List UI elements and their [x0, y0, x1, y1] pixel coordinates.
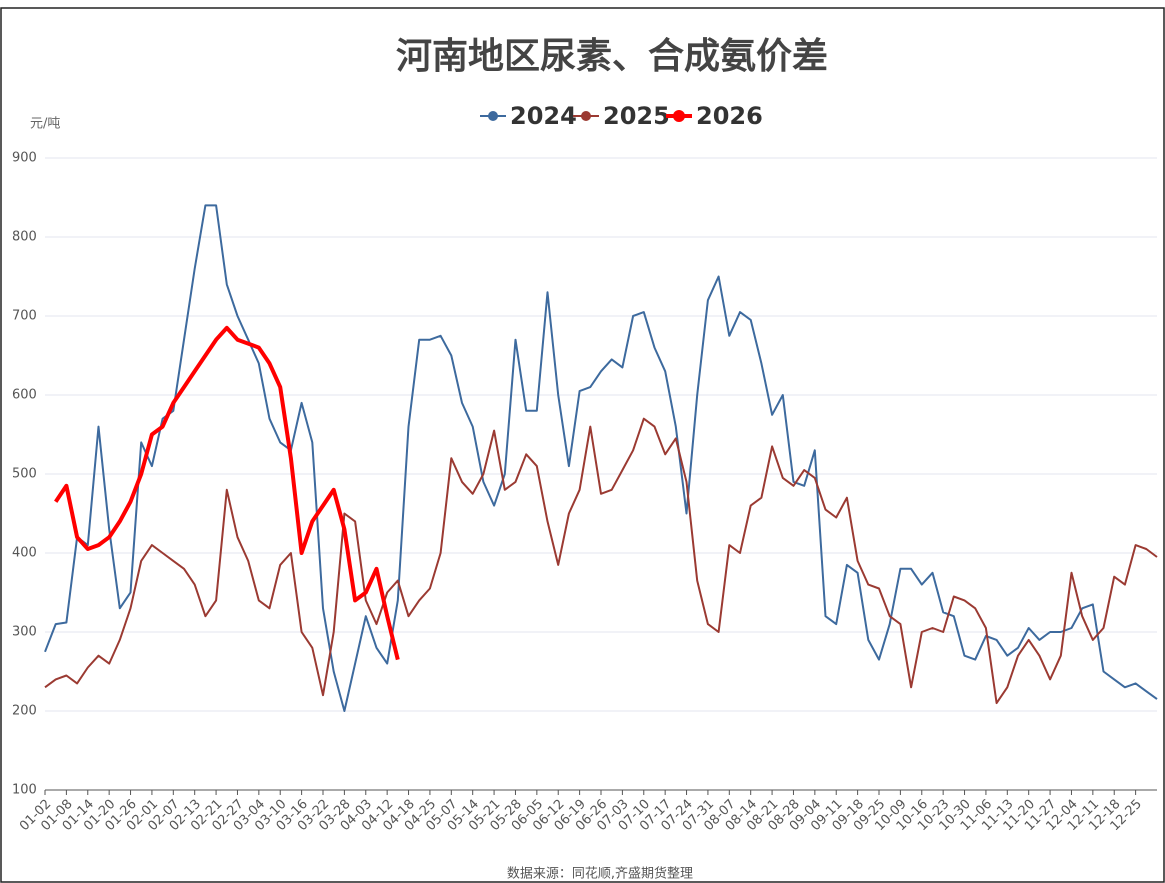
y-tick-label: 100 — [12, 783, 37, 798]
y-tick-label: 800 — [12, 230, 37, 245]
legend-marker — [488, 111, 498, 121]
series-line — [44, 204, 1158, 712]
y-tick-label: 700 — [12, 309, 37, 324]
y-tick-label: 900 — [12, 151, 37, 166]
y-tick-label: 400 — [12, 546, 37, 561]
source-note: 数据来源：同花顺,齐盛期货整理 — [507, 866, 693, 882]
legend-label: 2025 — [603, 102, 670, 130]
y-axis-label: 元/吨 — [30, 117, 60, 132]
legend-label: 2026 — [696, 102, 763, 130]
series-line — [54, 325, 400, 661]
chart-title: 河南地区尿素、合成氨价差 — [396, 36, 828, 77]
legend-marker — [673, 110, 685, 122]
legend-label: 2024 — [510, 102, 577, 130]
frame — [0, 7, 1165, 883]
y-tick-label: 600 — [12, 388, 37, 403]
series-line — [44, 417, 1158, 705]
legend-marker — [581, 111, 591, 121]
y-tick-label: 200 — [12, 704, 37, 719]
y-tick-label: 300 — [12, 625, 37, 640]
y-tick-label: 500 — [12, 467, 37, 482]
